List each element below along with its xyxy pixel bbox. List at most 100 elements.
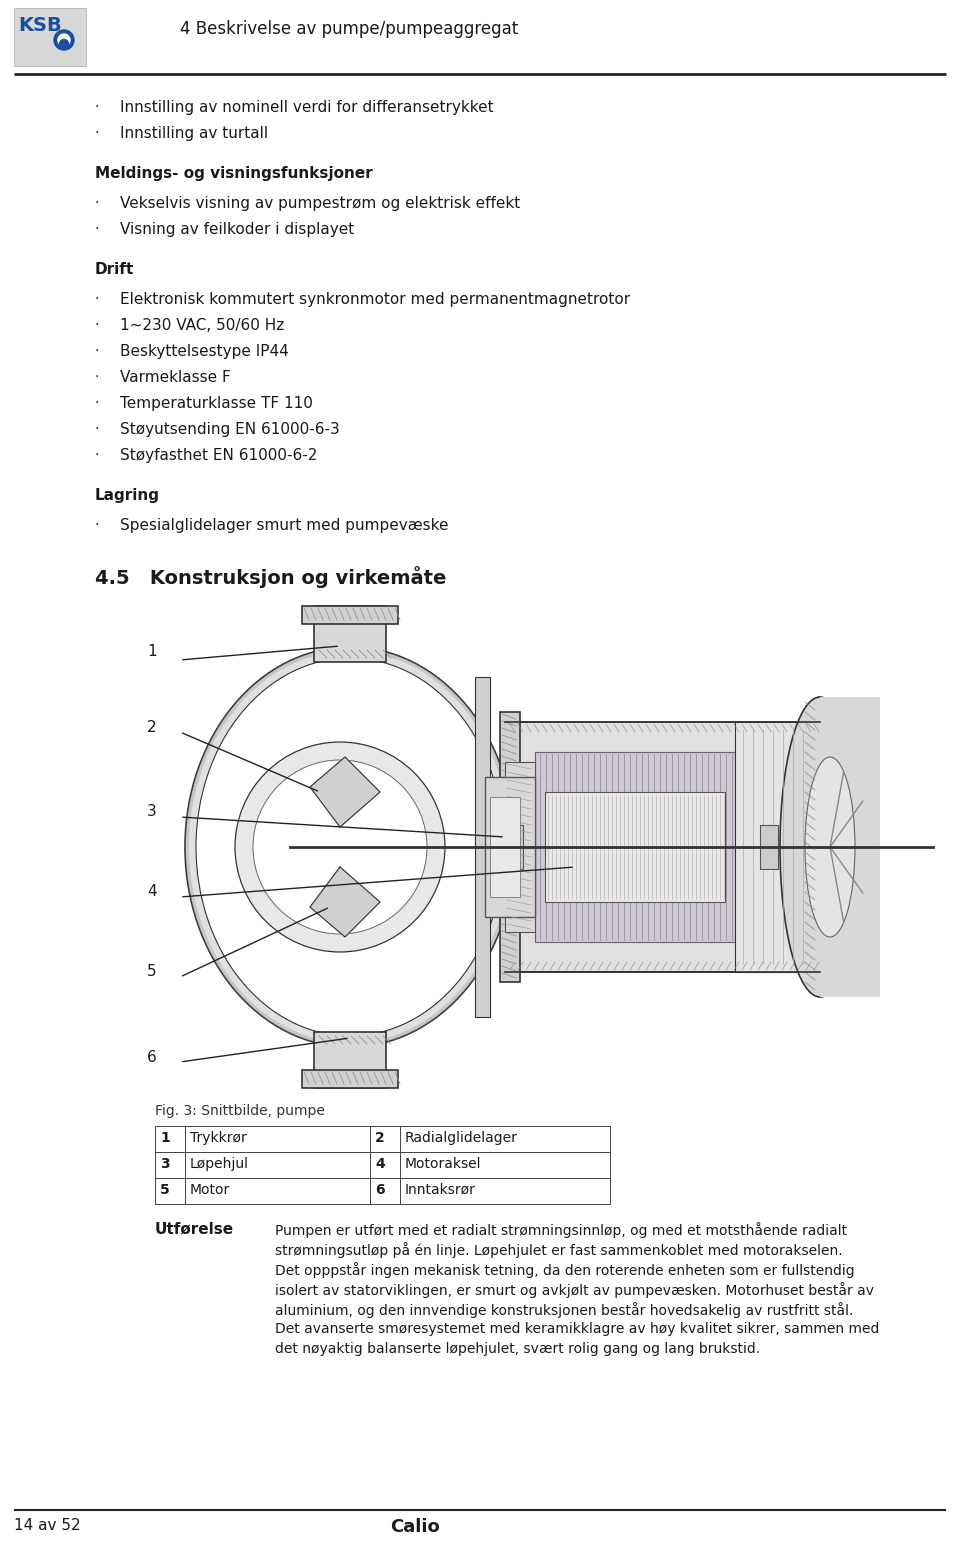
Bar [820,697,880,997]
Text: Støyutsending EN 61000-6-3: Støyutsending EN 61000-6-3 [120,421,340,437]
Text: Det opppstår ingen mekanisk tetning, da den roterende enheten som er fullstendig: Det opppstår ingen mekanisk tetning, da … [275,1262,854,1278]
Bar [500,711,520,981]
Circle shape [60,40,68,48]
FancyBboxPatch shape [47,11,81,62]
Text: Beskyttelsestype IP44: Beskyttelsestype IP44 [120,344,289,360]
Text: 14 av 52: 14 av 52 [14,1518,81,1534]
Bar [535,751,735,941]
Bar [370,1126,400,1153]
Ellipse shape [196,657,504,1035]
Bar [302,1069,398,1088]
Text: 6: 6 [375,1183,385,1197]
Text: 4: 4 [147,884,156,900]
Text: Fig. 3: Snittbilde, pumpe: Fig. 3: Snittbilde, pumpe [155,1103,324,1119]
Bar [302,606,398,623]
Text: Inntaksrør: Inntaksrør [405,1183,476,1197]
Text: Varmeklasse F: Varmeklasse F [120,370,230,386]
Bar [400,1177,610,1204]
Text: Drift: Drift [95,262,134,278]
Text: ·: · [95,127,100,140]
Bar [314,606,386,662]
Text: ·: · [95,421,100,437]
Bar [155,1177,185,1204]
Text: 1~230 VAC, 50/60 Hz: 1~230 VAC, 50/60 Hz [120,318,284,333]
Bar [185,1177,370,1204]
Text: 1: 1 [160,1131,170,1145]
Text: Lagring: Lagring [95,488,160,503]
Bar [475,677,490,1017]
Bar [400,1126,610,1153]
Bar [485,778,535,917]
Text: Motoraksel: Motoraksel [405,1157,482,1171]
Circle shape [235,742,445,952]
Ellipse shape [185,647,515,1048]
Text: 3: 3 [160,1157,170,1171]
Text: 3: 3 [147,804,156,819]
Text: strømningsutløp på én linje. Løpehjulet er fast sammenkoblet med motorakselen.: strømningsutløp på én linje. Løpehjulet … [275,1242,843,1258]
Text: Innstilling av turtall: Innstilling av turtall [120,127,268,140]
Text: aluminium, og den innvendige konstruksjonen består hovedsakelig av rustfritt stå: aluminium, og den innvendige konstruksjo… [275,1302,853,1318]
Text: Spesialglidelager smurt med pumpevæske: Spesialglidelager smurt med pumpevæske [120,518,448,532]
Bar [314,1032,386,1088]
Bar [490,798,520,896]
Text: ·: · [95,196,100,210]
Text: ·: · [95,100,100,114]
Text: ·: · [95,344,100,358]
Text: KSB: KSB [18,15,61,35]
Circle shape [54,29,74,49]
Bar [370,1177,400,1204]
Bar [185,1153,370,1177]
Text: Motor: Motor [190,1183,230,1197]
Bar [505,762,535,932]
Bar [14,8,86,66]
Text: det nøyaktig balanserte løpehjulet, svært rolig gang og lang brukstid.: det nøyaktig balanserte løpehjulet, svær… [275,1342,760,1356]
Bar [535,751,735,941]
Text: ·: · [95,318,100,332]
Bar [185,1126,370,1153]
Text: ·: · [95,518,100,532]
Bar [505,826,523,869]
Text: 4.5   Konstruksjon og virkemåte: 4.5 Konstruksjon og virkemåte [95,566,446,588]
Circle shape [58,34,70,46]
Text: Pumpen er utført med et radialt strømningsinnløp, og med et motsthående radialt: Pumpen er utført med et radialt strømnin… [275,1222,847,1237]
Bar [155,1126,185,1153]
Text: ·: · [95,222,100,236]
Bar [400,1153,610,1177]
Circle shape [253,761,427,934]
Text: 6: 6 [147,1049,156,1065]
Text: Løpehjul: Løpehjul [190,1157,249,1171]
Polygon shape [310,758,380,827]
Text: Det avanserte smøresystemet med keramikklagre av høy kvalitet sikrer, sammen med: Det avanserte smøresystemet med keramikk… [275,1322,879,1336]
Bar [735,722,820,972]
Text: 5: 5 [147,964,156,980]
Text: Støyfasthet EN 61000-6-2: Støyfasthet EN 61000-6-2 [120,447,318,463]
Text: 2: 2 [375,1131,385,1145]
Text: Elektronisk kommutert synkronmotor med permanentmagnetrotor: Elektronisk kommutert synkronmotor med p… [120,292,630,307]
Text: 2: 2 [147,719,156,734]
Bar [505,722,820,972]
Text: Innstilling av nominell verdi for differansetrykket: Innstilling av nominell verdi for differ… [120,100,493,116]
Text: isolert av statorviklingen, er smurt og avkjølt av pumpevæsken. Motorhuset bestå: isolert av statorviklingen, er smurt og … [275,1282,874,1298]
Text: Visning av feilkoder i displayet: Visning av feilkoder i displayet [120,222,354,238]
Bar [155,1153,185,1177]
Text: Trykkrør: Trykkrør [190,1131,247,1145]
Text: 1: 1 [147,645,156,659]
Bar [545,792,725,903]
Text: ·: · [95,292,100,306]
Ellipse shape [805,758,855,937]
Text: Meldings- og visningsfunksjoner: Meldings- og visningsfunksjoner [95,167,372,181]
Text: Radialglidelager: Radialglidelager [405,1131,517,1145]
Polygon shape [310,867,380,937]
Text: ·: · [95,397,100,410]
Bar [155,602,935,1092]
Text: Vekselvis visning av pumpestrøm og elektrisk effekt: Vekselvis visning av pumpestrøm og elekt… [120,196,520,211]
Text: 5: 5 [160,1183,170,1197]
Text: Temperaturklasse TF 110: Temperaturklasse TF 110 [120,397,313,410]
Bar [370,1153,400,1177]
Text: ·: · [95,370,100,384]
Ellipse shape [780,697,860,997]
Text: 4 Beskrivelse av pumpe/pumpeaggregat: 4 Beskrivelse av pumpe/pumpeaggregat [180,20,518,39]
Bar [760,826,778,869]
Text: 4: 4 [375,1157,385,1171]
Text: Utførelse: Utførelse [155,1222,234,1237]
